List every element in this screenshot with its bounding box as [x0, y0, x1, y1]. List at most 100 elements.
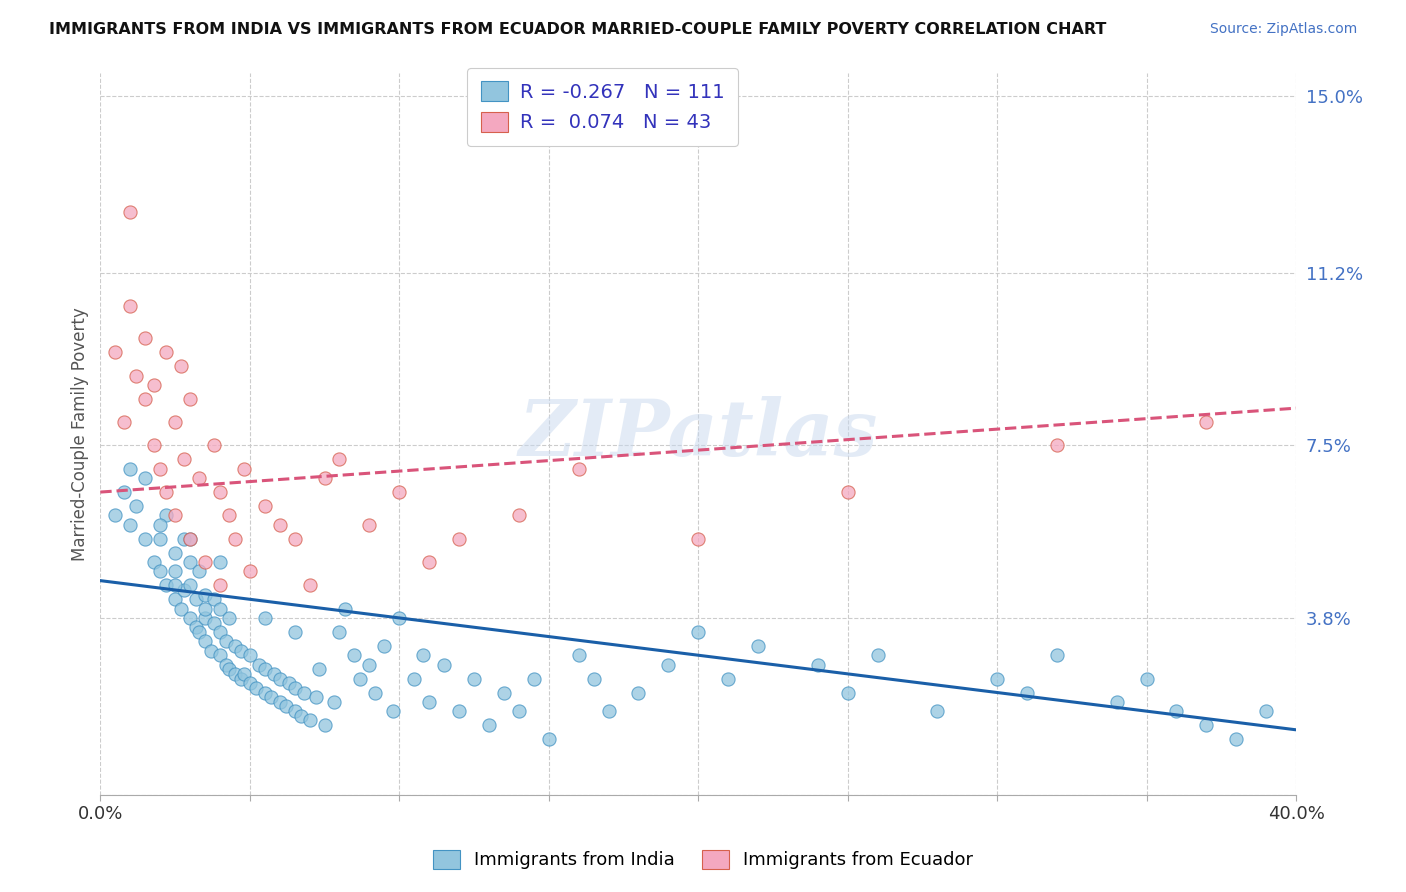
Point: [208, 624, 231, 639]
Point: [155, 578, 177, 592]
Point: [202, 592, 225, 607]
Point: [112, 415, 135, 429]
Point: [188, 471, 211, 485]
Point: [179, 392, 201, 406]
Point: [170, 359, 193, 374]
Point: [335, 601, 357, 615]
Point: [314, 718, 336, 732]
Point: [224, 666, 246, 681]
Point: [382, 704, 405, 718]
Point: [1256, 704, 1278, 718]
Point: [104, 345, 127, 359]
Point: [165, 592, 187, 607]
Point: [208, 555, 231, 569]
Point: [463, 672, 485, 686]
Point: [388, 485, 411, 500]
Point: [165, 415, 187, 429]
Point: [188, 564, 211, 578]
Point: [688, 624, 710, 639]
Point: [120, 462, 142, 476]
Point: [343, 648, 366, 663]
Point: [155, 485, 177, 500]
Point: [328, 624, 350, 639]
Point: [215, 634, 238, 648]
Point: [149, 564, 172, 578]
Text: IMMIGRANTS FROM INDIA VS IMMIGRANTS FROM ECUADOR MARRIED-COUPLE FAMILY POVERTY C: IMMIGRANTS FROM INDIA VS IMMIGRANTS FROM…: [49, 22, 1107, 37]
Point: [188, 624, 211, 639]
Point: [568, 648, 591, 663]
Point: [1015, 685, 1038, 699]
Point: [245, 681, 267, 695]
Point: [239, 676, 262, 690]
Point: [143, 438, 166, 452]
Point: [120, 517, 142, 532]
Point: [537, 732, 560, 747]
Point: [218, 611, 240, 625]
Point: [927, 704, 949, 718]
Point: [277, 676, 299, 690]
Point: [247, 657, 270, 672]
Point: [269, 672, 291, 686]
Point: [208, 485, 231, 500]
Point: [200, 643, 222, 657]
Point: [308, 662, 330, 676]
Point: [1105, 695, 1128, 709]
Text: Source: ZipAtlas.com: Source: ZipAtlas.com: [1209, 22, 1357, 37]
Point: [170, 601, 193, 615]
Point: [202, 438, 225, 452]
Point: [165, 546, 187, 560]
Point: [492, 685, 515, 699]
Legend: Immigrants from India, Immigrants from Ecuador: Immigrants from India, Immigrants from E…: [423, 841, 983, 879]
Point: [418, 555, 440, 569]
Point: [239, 648, 262, 663]
Point: [359, 657, 381, 672]
Point: [1225, 732, 1247, 747]
Point: [568, 462, 591, 476]
Point: [229, 643, 252, 657]
Point: [582, 672, 605, 686]
Point: [173, 532, 195, 546]
Point: [149, 517, 172, 532]
Point: [1195, 718, 1218, 732]
Point: [179, 532, 201, 546]
Point: [314, 471, 336, 485]
Point: [184, 620, 207, 634]
Point: [274, 699, 297, 714]
Point: [218, 662, 240, 676]
Point: [269, 517, 291, 532]
Point: [253, 685, 276, 699]
Point: [179, 578, 201, 592]
Point: [284, 704, 307, 718]
Point: [1195, 415, 1218, 429]
Point: [208, 578, 231, 592]
Point: [120, 299, 142, 313]
Point: [112, 485, 135, 500]
Point: [208, 648, 231, 663]
Point: [304, 690, 326, 705]
Point: [447, 532, 470, 546]
Point: [298, 714, 321, 728]
Point: [134, 331, 156, 345]
Point: [239, 564, 262, 578]
Point: [269, 695, 291, 709]
Point: [194, 611, 217, 625]
Point: [433, 657, 456, 672]
Point: [165, 508, 187, 523]
Point: [837, 485, 859, 500]
Point: [284, 624, 307, 639]
Point: [478, 718, 501, 732]
Point: [986, 672, 1008, 686]
Point: [657, 657, 679, 672]
Point: [179, 532, 201, 546]
Point: [284, 532, 307, 546]
Point: [202, 615, 225, 630]
Point: [866, 648, 889, 663]
Point: [627, 685, 650, 699]
Point: [364, 685, 387, 699]
Point: [598, 704, 620, 718]
Point: [173, 452, 195, 467]
Point: [125, 499, 148, 513]
Point: [717, 672, 740, 686]
Point: [165, 564, 187, 578]
Point: [143, 377, 166, 392]
